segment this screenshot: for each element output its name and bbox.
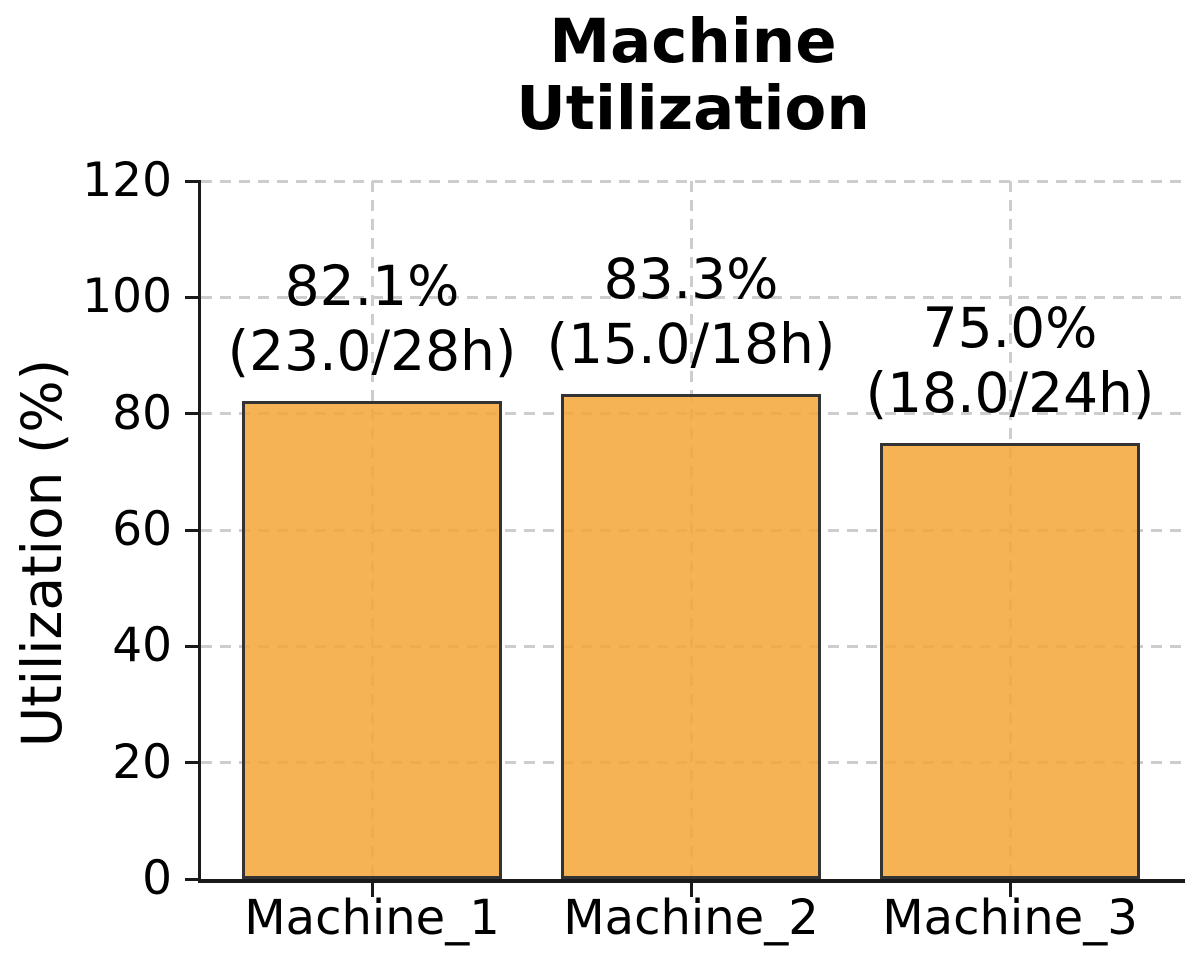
bar-machine_2 bbox=[561, 394, 821, 879]
chart-title-line-1: Machine bbox=[549, 6, 837, 77]
y-tick-label: 60 bbox=[112, 502, 172, 557]
y-tick-mark bbox=[185, 644, 201, 648]
y-tick-label: 80 bbox=[112, 385, 172, 441]
y-tick-mark bbox=[185, 412, 201, 416]
x-tick-mark bbox=[689, 883, 693, 897]
bar-annotation: 75.0% (18.0/24h) bbox=[825, 296, 1195, 426]
y-tick-label: 20 bbox=[112, 734, 172, 790]
x-tick-mark bbox=[370, 883, 374, 897]
annotation-percent-line: 83.3% bbox=[603, 247, 779, 312]
annotation-hours-line: (18.0/24h) bbox=[865, 360, 1155, 425]
y-tick-label: 100 bbox=[82, 269, 172, 325]
y-tick-label: 40 bbox=[112, 618, 172, 674]
plot-area bbox=[198, 179, 1185, 883]
x-tick-mark bbox=[1008, 883, 1012, 897]
y-tick-mark bbox=[185, 877, 201, 881]
y-tick-mark bbox=[185, 528, 201, 532]
x-tick-label: Machine_1 bbox=[244, 890, 500, 946]
y-tick-mark bbox=[185, 761, 201, 765]
y-tick-label: 0 bbox=[142, 851, 172, 906]
x-tick-label: Machine_3 bbox=[882, 890, 1138, 946]
bar-machine_3 bbox=[880, 443, 1140, 879]
gridline-horizontal bbox=[201, 179, 1185, 183]
bar-machine_1 bbox=[242, 401, 502, 879]
y-tick-mark bbox=[185, 179, 201, 183]
y-tick-label: 120 bbox=[82, 153, 172, 208]
gridline-horizontal bbox=[201, 295, 1185, 299]
annotation-percent-line: 82.1% bbox=[284, 254, 460, 319]
bar-annotation: 82.1% (23.0/28h) bbox=[187, 254, 557, 384]
annotation-hours-line: (23.0/28h) bbox=[227, 319, 517, 384]
annotation-hours-line: (15.0/18h) bbox=[546, 312, 836, 377]
chart-title: Machine Utilization bbox=[201, 8, 1185, 142]
bar-annotation: 83.3% (15.0/18h) bbox=[506, 247, 876, 377]
x-tick-label: Machine_2 bbox=[563, 890, 819, 946]
y-tick-mark bbox=[185, 295, 201, 299]
annotation-percent-line: 75.0% bbox=[922, 295, 1098, 360]
chart-title-line-2: Utilization bbox=[516, 73, 870, 144]
